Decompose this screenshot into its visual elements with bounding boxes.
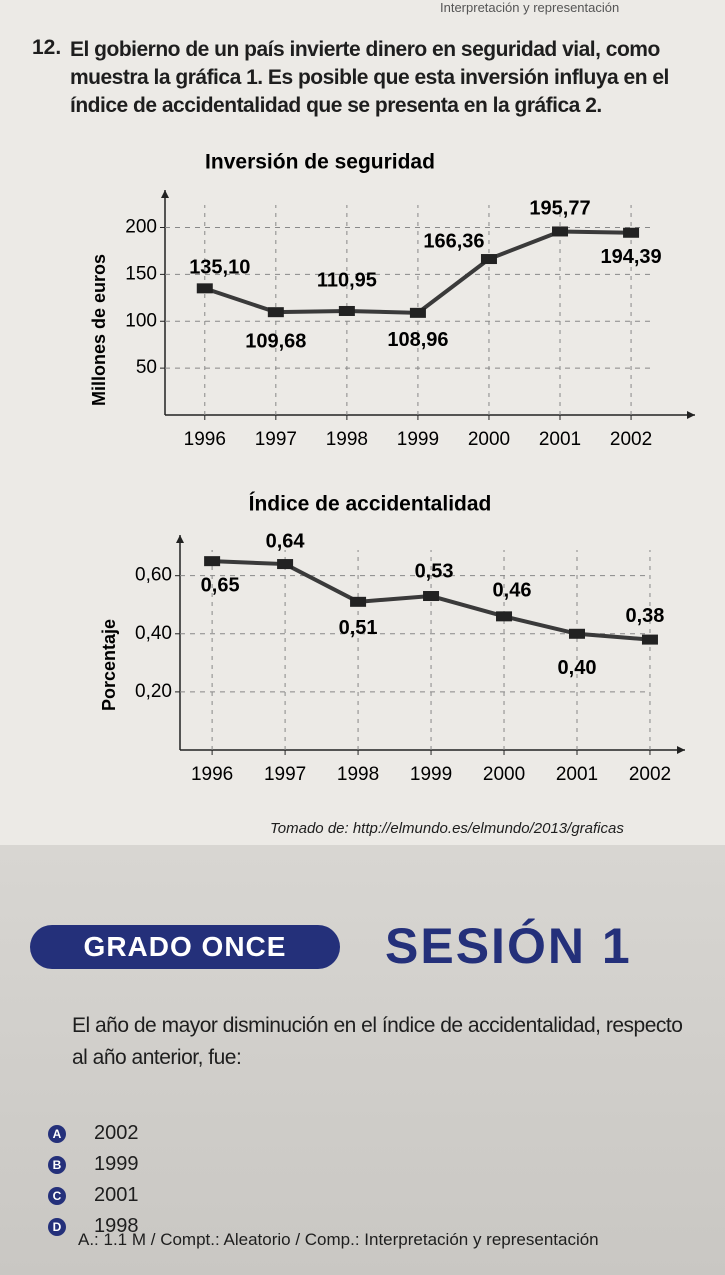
data-point xyxy=(267,307,284,318)
y-tick-label: 200 xyxy=(125,217,157,238)
y-tick-label: 150 xyxy=(125,263,157,284)
x-tick-label: 2001 xyxy=(556,764,598,785)
option-text: 2001 xyxy=(94,1184,139,1206)
y-tick-label: 100 xyxy=(125,310,157,331)
source: Tomado de: http://elmundo.es/elmundo/201… xyxy=(270,820,624,837)
option-letter: A xyxy=(48,1124,66,1143)
data-label: 0,64 xyxy=(266,530,306,552)
x-tick-label: 1999 xyxy=(410,764,452,785)
x-tick-label: 1998 xyxy=(337,764,379,785)
data-point xyxy=(338,305,355,316)
x-tick-label: 1999 xyxy=(397,429,439,450)
data-point xyxy=(496,611,513,622)
data-point xyxy=(552,226,569,237)
badge: GRADO ONCE xyxy=(30,925,340,969)
data-label: 0,53 xyxy=(415,560,454,582)
option-letter: B xyxy=(48,1155,66,1174)
x-tick-label: 2000 xyxy=(483,764,525,785)
x-tick-label: 1997 xyxy=(264,764,306,785)
paper-bottom xyxy=(0,845,725,1275)
option-text: 1998 xyxy=(94,1215,139,1237)
data-label: 0,65 xyxy=(201,574,240,596)
data-point xyxy=(423,591,440,602)
session: SESIÓN 1 xyxy=(385,918,632,974)
data-point xyxy=(409,307,426,318)
question: El año de mayor disminución en el índice… xyxy=(72,1014,683,1069)
option-text: 2002 xyxy=(94,1122,139,1144)
y-tick-label: 50 xyxy=(136,357,157,378)
question-text: El gobierno de un país invierte dinero e… xyxy=(70,38,669,117)
question-number: 12. xyxy=(32,36,62,59)
option[interactable]: B 1999 xyxy=(48,1149,139,1180)
y-axis-label: Millones de euros xyxy=(89,254,109,406)
data-point xyxy=(350,596,367,607)
x-tick-label: 1997 xyxy=(255,429,297,450)
data-label: 110,95 xyxy=(317,269,377,291)
data-label: 108,96 xyxy=(387,329,448,351)
data-point xyxy=(196,283,213,294)
option-letter: D xyxy=(48,1217,66,1236)
data-label: 0,40 xyxy=(558,657,597,679)
options: A 2002 B 1999 C 2001 D 1998 xyxy=(48,1118,139,1242)
option[interactable]: A 2002 xyxy=(48,1118,139,1149)
data-point xyxy=(641,634,658,645)
data-label: 0,46 xyxy=(493,580,532,602)
data-label: 0,38 xyxy=(626,605,665,627)
x-tick-label: 2001 xyxy=(539,429,581,450)
y-axis-label: Porcentaje xyxy=(99,619,119,711)
data-label: 166,36 xyxy=(423,230,484,252)
x-tick-label: 2002 xyxy=(629,764,671,785)
data-point xyxy=(568,628,585,639)
header: Interpretación y representación xyxy=(440,0,620,15)
x-tick-label: 1996 xyxy=(184,429,226,450)
data-label: 109,68 xyxy=(245,330,306,352)
x-tick-label: 2000 xyxy=(468,429,510,450)
x-tick-label: 1996 xyxy=(191,764,233,785)
x-tick-label: 2002 xyxy=(610,429,652,450)
y-tick-label: 0,40 xyxy=(135,623,172,644)
x-tick-label: 1998 xyxy=(326,429,368,450)
option-text: 1999 xyxy=(94,1153,139,1175)
data-label: 135,10 xyxy=(189,257,250,279)
y-tick-label: 0,60 xyxy=(135,565,172,586)
data-label: 194,39 xyxy=(600,246,661,268)
data-point xyxy=(623,227,640,238)
option-letter: C xyxy=(48,1186,66,1205)
data-point xyxy=(277,559,294,570)
chart-title: Índice de accidentalidad xyxy=(249,493,492,516)
footer: A.: 1.1 M / Compt.: Aleatorio / Comp.: I… xyxy=(78,1230,599,1249)
data-label: 195,77 xyxy=(529,198,590,220)
chart-title: Inversión de seguridad xyxy=(205,151,435,174)
data-point xyxy=(480,254,497,265)
option[interactable]: C 2001 xyxy=(48,1180,139,1211)
data-label: 0,51 xyxy=(339,617,378,639)
option[interactable]: D 1998 xyxy=(48,1211,139,1242)
y-tick-label: 0,20 xyxy=(135,681,172,702)
charts: Inversión de seguridad Millones de euros 5… xyxy=(89,151,695,785)
paper-top xyxy=(0,0,725,845)
data-point xyxy=(204,556,221,567)
